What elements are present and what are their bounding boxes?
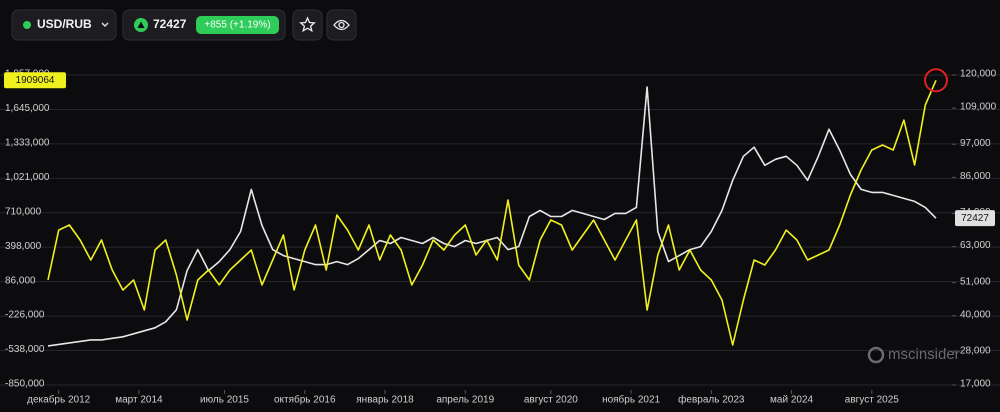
watermark-logo	[867, 346, 885, 364]
x-tick-label: ноябрь 2021	[602, 394, 660, 406]
y2-tick-label: 86,000	[960, 171, 991, 182]
y-tick-label: -226,000	[5, 310, 45, 321]
y-tick-label: 1,333,000	[5, 138, 50, 149]
y-tick-label: 86,000	[5, 275, 36, 286]
y2-tick-label: 120,000	[960, 69, 997, 80]
y-tick-label: -538,000	[5, 344, 45, 355]
x-tick-label: март 2014	[115, 395, 163, 406]
price: 72427	[153, 17, 187, 31]
x-tick-label: апрель 2019	[436, 395, 494, 406]
highlight-circle	[924, 68, 948, 93]
symbol: USD/RUB	[37, 17, 92, 31]
watermark: mscinsider	[888, 346, 960, 363]
x-tick-label: август 2025	[845, 395, 899, 406]
star-icon	[299, 16, 316, 33]
y-tick-label: 710,000	[5, 206, 42, 217]
up-arrow	[137, 21, 145, 28]
change: +855 (+1.19%)	[204, 20, 270, 31]
eye-icon	[333, 19, 350, 31]
watch-button[interactable]	[326, 9, 357, 41]
last-value-label: 72427	[961, 213, 989, 224]
symbol-selector[interactable]	[11, 9, 117, 41]
x-tick-label: май 2024	[770, 395, 813, 406]
y2-tick-label: 51,000	[960, 276, 991, 287]
change-badge	[196, 16, 279, 34]
x-tick-label: январь 2018	[356, 395, 414, 406]
favorite-button[interactable]	[292, 9, 323, 41]
watermark-group: mscinsider	[867, 346, 960, 364]
x-tick-label: октябрь 2016	[274, 394, 336, 406]
status-dot	[23, 21, 31, 29]
y-tick-label: 1,021,000	[5, 172, 50, 183]
y2-tick-label: 97,000	[960, 138, 991, 149]
last-value-box	[955, 210, 995, 227]
x-tick-label: февраль 2023	[678, 394, 745, 406]
y2-tick-label: 40,000	[960, 309, 991, 320]
toolbar: USD/RUB 72427 +855 (+1.19%)	[11, 9, 357, 41]
y-tick-label: -850,000	[5, 379, 45, 390]
x-tick-label: июль 2015	[200, 395, 249, 406]
chevron	[101, 22, 109, 28]
y-tick-label: 1,645,000	[5, 103, 50, 114]
y-tick-label: 398,000	[5, 241, 42, 252]
line-series	[47, 86, 937, 347]
x-tick-label: декабрь 2012	[27, 394, 91, 406]
y2-tick-label: 63,000	[960, 240, 991, 251]
y2-tick-label: 109,000	[960, 102, 997, 113]
y2-tick-label: 28,000	[960, 346, 991, 357]
x-tick-label: август 2020	[524, 395, 578, 406]
last-value-label: 1909064	[16, 75, 55, 86]
line-series	[47, 79, 937, 346]
y2-tick-label: 17,000	[960, 379, 991, 390]
eye-pupil	[338, 21, 345, 29]
last-value-box	[4, 72, 66, 89]
